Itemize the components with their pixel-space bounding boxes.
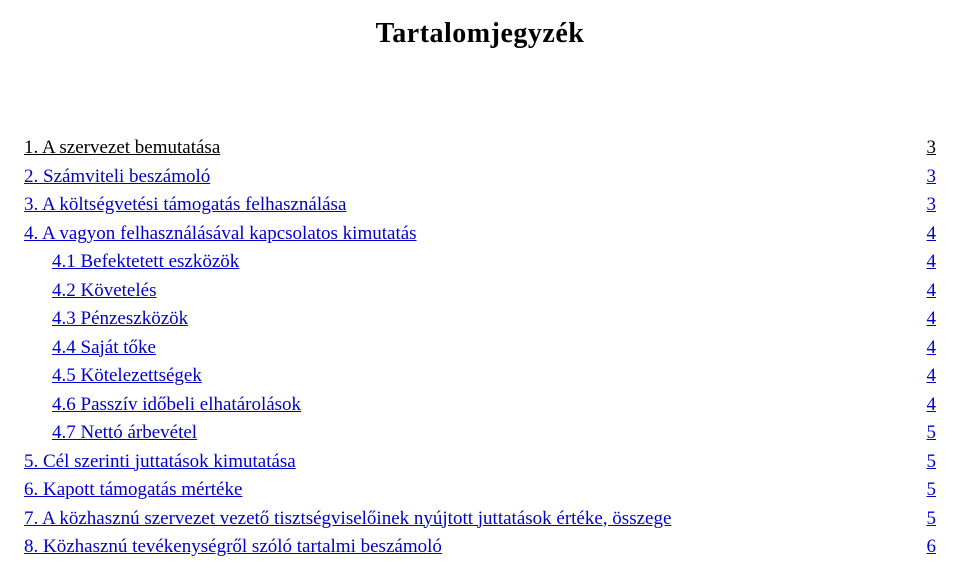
toc-label: 2. Számviteli beszámoló <box>24 163 210 192</box>
toc-label: 4.5 Kötelezettségek <box>52 362 202 391</box>
toc-label: 4.6 Passzív időbeli elhatárolások <box>52 391 301 420</box>
toc-row[interactable]: 4. A vagyon felhasználásával kapcsolatos… <box>24 220 936 249</box>
toc-row: 1. A szervezet bemutatása 3 <box>24 134 936 163</box>
toc-label: 4.2 Követelés <box>52 277 156 306</box>
toc-page: 4 <box>927 391 937 420</box>
toc-row[interactable]: 3. A költségvetési támogatás felhasználá… <box>24 191 936 220</box>
toc-row[interactable]: 5. Cél szerinti juttatások kimutatása 5 <box>24 448 936 477</box>
toc-page: 4 <box>927 248 937 277</box>
toc-row[interactable]: 4.7 Nettó árbevétel 5 <box>24 419 936 448</box>
toc-page: 4 <box>927 362 937 391</box>
toc-page: 3 <box>927 191 937 220</box>
toc-label: 7. A közhasznú szervezet vezető tisztség… <box>24 505 671 534</box>
toc-row[interactable]: 4.5 Kötelezettségek 4 <box>24 362 936 391</box>
toc-page: 4 <box>927 305 937 334</box>
toc-row[interactable]: 6. Kapott támogatás mértéke 5 <box>24 476 936 505</box>
toc-label: 4. A vagyon felhasználásával kapcsolatos… <box>24 220 417 249</box>
toc-label: 4.7 Nettó árbevétel <box>52 419 197 448</box>
toc-page: 5 <box>927 476 937 505</box>
toc-row[interactable]: 4.3 Pénzeszközök 4 <box>24 305 936 334</box>
toc-page: 3 <box>927 163 937 192</box>
toc-page: 6 <box>927 533 937 562</box>
toc-row[interactable]: 4.4 Saját tőke 4 <box>24 334 936 363</box>
toc-page: 3 <box>927 134 937 163</box>
toc-label: 1. A szervezet bemutatása <box>24 134 220 163</box>
toc-label: 4.1 Befektetett eszközök <box>52 248 239 277</box>
toc-list: 1. A szervezet bemutatása 3 2. Számvitel… <box>24 134 936 562</box>
toc-page: 5 <box>927 419 937 448</box>
toc-label: 5. Cél szerinti juttatások kimutatása <box>24 448 296 477</box>
toc-row[interactable]: 4.6 Passzív időbeli elhatárolások 4 <box>24 391 936 420</box>
toc-page: 4 <box>927 334 937 363</box>
toc-row[interactable]: 7. A közhasznú szervezet vezető tisztség… <box>24 505 936 534</box>
toc-page: 5 <box>927 505 937 534</box>
toc-label: 4.3 Pénzeszközök <box>52 305 188 334</box>
toc-page: 4 <box>927 220 937 249</box>
toc-row[interactable]: 2. Számviteli beszámoló 3 <box>24 163 936 192</box>
page-title: Tartalomjegyzék <box>24 18 936 50</box>
toc-row[interactable]: 4.1 Befektetett eszközök 4 <box>24 248 936 277</box>
toc-label: 4.4 Saját tőke <box>52 334 156 363</box>
toc-row[interactable]: 4.2 Követelés 4 <box>24 277 936 306</box>
toc-label: 3. A költségvetési támogatás felhasználá… <box>24 191 346 220</box>
document-page: Tartalomjegyzék 1. A szervezet bemutatás… <box>0 0 960 582</box>
toc-label: 8. Közhasznú tevékenységről szóló tartal… <box>24 533 442 562</box>
toc-page: 4 <box>927 277 937 306</box>
toc-row[interactable]: 8. Közhasznú tevékenységről szóló tartal… <box>24 533 936 562</box>
toc-page: 5 <box>927 448 937 477</box>
toc-label: 6. Kapott támogatás mértéke <box>24 476 242 505</box>
